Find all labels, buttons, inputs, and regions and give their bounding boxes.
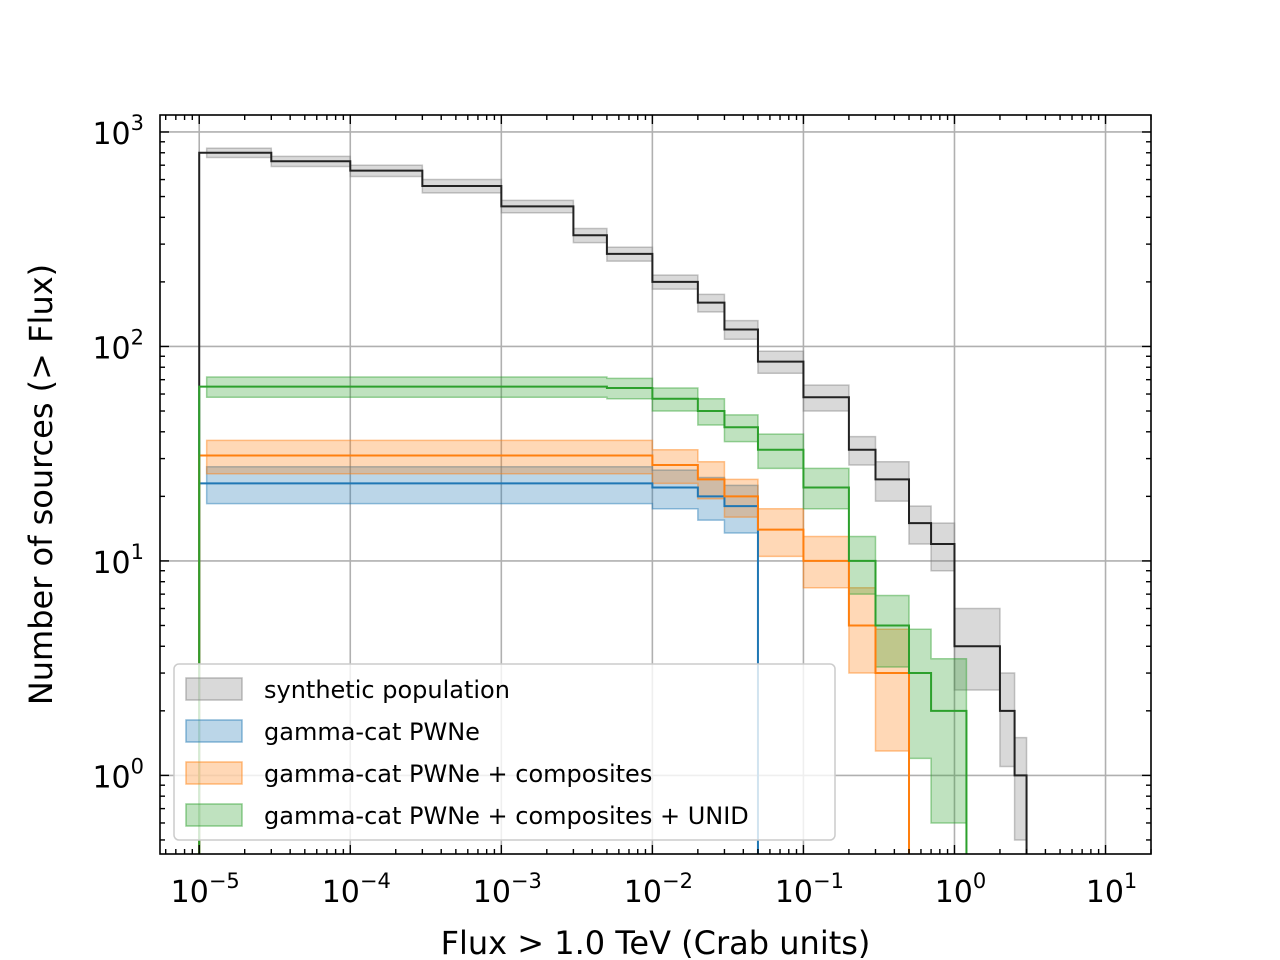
legend-swatch-2 [185,761,243,785]
x-tick-label: 10−3 [473,869,542,910]
y-tick-label: 101 [92,540,144,581]
y-tick-label: 103 [92,111,144,152]
x-tick-label: 10−4 [322,869,391,910]
legend-label-2: gamma-cat PWNe + composites [264,760,652,788]
x-tick-label: 10−5 [171,869,240,910]
legend-swatch-1 [185,719,243,743]
x-tick-label: 10−2 [624,869,693,910]
x-tick-label: 10−1 [775,869,844,910]
legend-swatch-3 [185,803,243,827]
x-axis-label: Flux > 1.0 TeV (Crab units) [441,924,871,960]
y-axis-label: Number of sources (> Flux) [22,264,60,705]
y-tick-label: 102 [92,325,144,366]
band-1 [205,465,759,553]
uncertainty-bands [205,147,1028,854]
x-tick-label: 100 [935,869,987,910]
legend-label-1: gamma-cat PWNe [264,718,480,746]
series-lines [198,151,1028,854]
axis-ticks [160,115,1152,854]
x-tick-label: 101 [1086,869,1138,910]
y-tick-label: 100 [92,754,144,795]
legend-label-3: gamma-cat PWNe + composites + UNID [264,802,749,830]
series-line-0 [198,151,1028,854]
x-tick-labels: 10−5 10−4 10−3 10−2 10−1 100 101 [171,869,1138,910]
series-line-2 [198,454,911,854]
legend-label-0: synthetic population [264,676,510,704]
y-tick-labels: 100 101 102 103 [92,111,144,795]
legend-box [173,663,836,841]
legend-swatch-0 [185,677,243,701]
plot-area-frame [159,114,1152,855]
legend: synthetic population gamma-cat PWNe gamma-… [173,663,836,841]
series-line-3 [198,385,968,854]
